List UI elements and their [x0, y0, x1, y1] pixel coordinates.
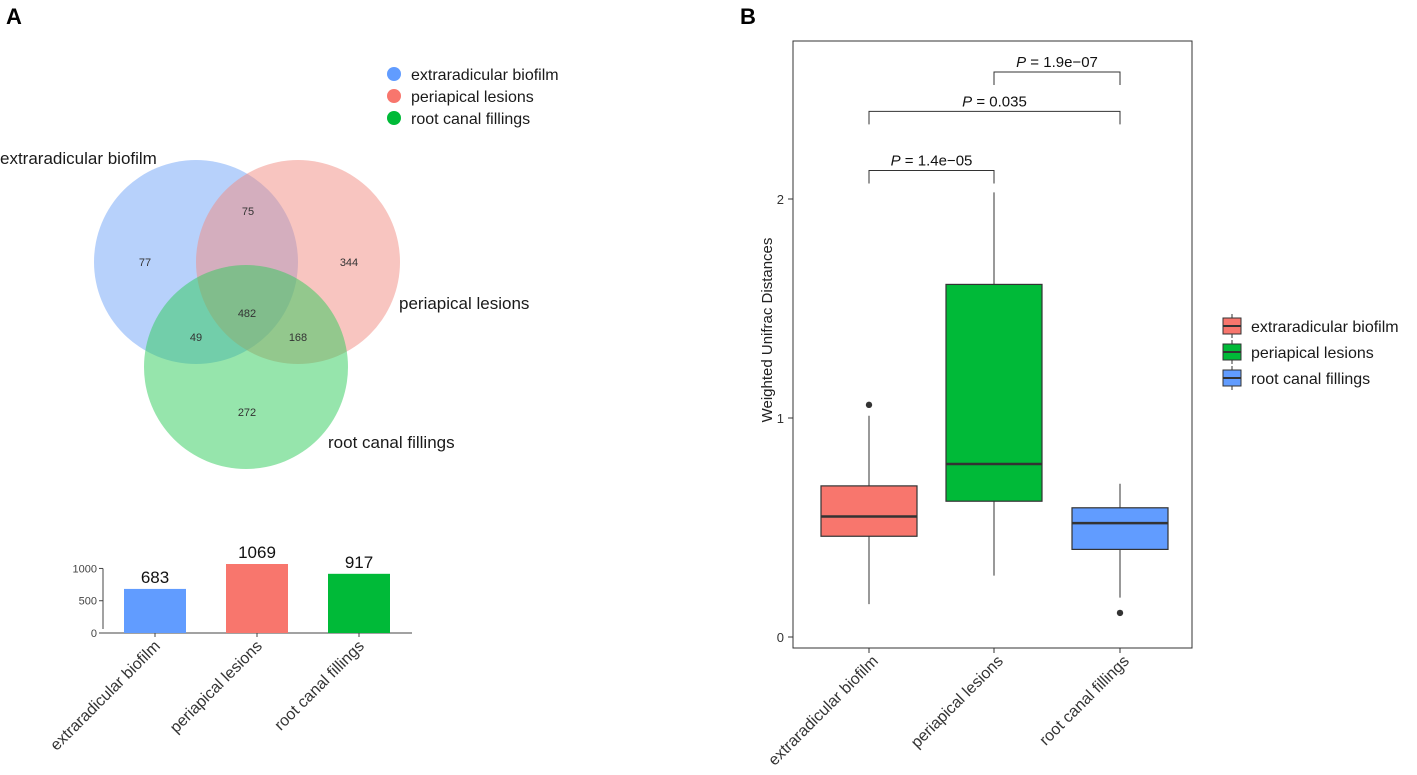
- venn-count-only-extraradicular: 77: [139, 257, 151, 269]
- bar-value-label: 917: [345, 553, 373, 572]
- venn-count-periapical-root-canal: 168: [289, 332, 307, 344]
- venn-set-label-periapical: periapical lesions: [399, 294, 529, 313]
- p-value-number: = 0.035: [972, 93, 1027, 110]
- significance-bracket: [868, 170, 995, 184]
- box: [1071, 507, 1169, 551]
- y-tick-label: 1: [777, 411, 784, 426]
- venn-legend: extraradicular biofilm periapical lesion…: [387, 67, 559, 128]
- bar: [328, 573, 390, 633]
- bar-value-label: 683: [141, 568, 169, 587]
- x-category-label: periapical lesions: [908, 653, 1007, 752]
- bar-category-label: root canal fillings: [272, 638, 368, 734]
- venn-count-only-root-canal: 272: [238, 407, 256, 419]
- bar-chart: 0 500 1000 683 extraradicular biofilm 1069 per…: [47, 543, 412, 754]
- plot-frame: [792, 40, 1193, 649]
- p-value-label: P = 1.4e−05: [891, 153, 973, 170]
- venn-set-label-extraradicular: extraradicular biofilm: [0, 149, 157, 168]
- venn-legend-label-3: root canal fillings: [411, 111, 530, 128]
- bar-y-tick-label: 500: [79, 596, 97, 608]
- box-outlier: [1116, 609, 1124, 617]
- bar-category-label: periapical lesions: [167, 638, 266, 737]
- venn-set-label-root-canal: root canal fillings: [328, 433, 455, 452]
- bar-y-tick-label: 1000: [73, 563, 97, 575]
- venn-legend-swatch-3: [387, 111, 401, 125]
- significance-bracket: [993, 71, 1121, 85]
- box: [820, 485, 918, 537]
- p-value-symbol: P: [1016, 54, 1026, 71]
- bar: [226, 564, 288, 633]
- p-value-number: = 1.4e−05: [901, 153, 973, 170]
- p-value-symbol: P: [962, 93, 972, 110]
- legend-label: extraradicular biofilm: [1251, 319, 1399, 336]
- legend-label: periapical lesions: [1251, 345, 1374, 362]
- legend-label: root canal fillings: [1251, 371, 1370, 388]
- x-category-label: extraradicular biofilm: [765, 653, 881, 769]
- bar-y-tick-label: 0: [91, 628, 97, 640]
- p-value-number: = 1.9e−07: [1026, 54, 1098, 71]
- venn-count-extraradicular-periapical: 75: [242, 206, 254, 218]
- panel-a-letter: A: [6, 4, 22, 29]
- y-tick-label: 0: [777, 630, 784, 645]
- box-outlier: [865, 401, 873, 409]
- bar: [124, 588, 186, 633]
- bar-category-label: extraradicular biofilm: [47, 638, 163, 754]
- x-category-label: root canal fillings: [1037, 653, 1133, 749]
- panel-b-letter: B: [740, 4, 756, 29]
- p-value-label: P = 0.035: [962, 93, 1027, 110]
- venn-legend-label-2: periapical lesions: [411, 89, 534, 106]
- y-axis-title: Weighted Unifrac Distances: [759, 238, 776, 423]
- y-tick-label: 2: [777, 192, 784, 207]
- p-value-symbol: P: [891, 153, 901, 170]
- box-chart: 0 1 2 Weighted Unifrac Distances extraradicu…: [759, 40, 1193, 769]
- p-value-label: P = 1.9e−07: [1016, 54, 1098, 71]
- bar-value-label: 1069: [238, 543, 276, 562]
- venn-count-all-three: 482: [238, 308, 256, 320]
- venn-count-only-periapical: 344: [340, 257, 358, 269]
- box: [945, 283, 1043, 502]
- venn-legend-swatch-2: [387, 89, 401, 103]
- venn-legend-label-1: extraradicular biofilm: [411, 67, 559, 84]
- significance-bracket: [868, 110, 1121, 125]
- venn-count-extraradicular-root-canal: 49: [190, 332, 202, 344]
- box-legend: extraradicular biofilm periapical lesions…: [1222, 314, 1399, 390]
- venn-diagram: extraradicular biofilm periapical lesion…: [0, 149, 529, 469]
- venn-legend-swatch-1: [387, 67, 401, 81]
- venn-circle-root-canal: [144, 265, 348, 469]
